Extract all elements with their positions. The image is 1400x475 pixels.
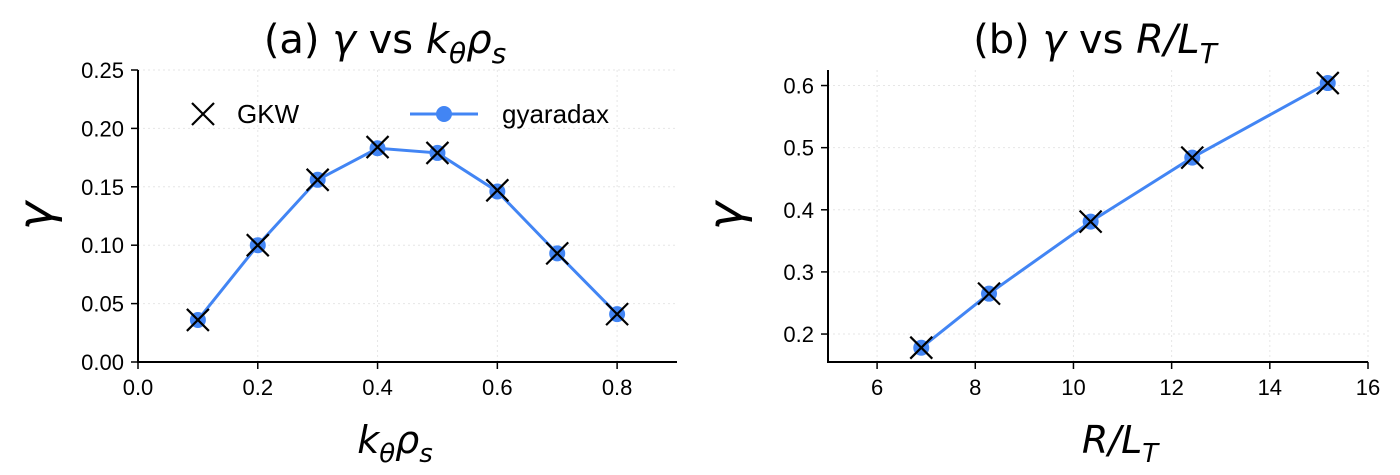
- y-tick-label: 0.25: [81, 58, 124, 83]
- y-axis-label-b: γ: [698, 199, 754, 230]
- series-line-gyaradax: [920, 81, 1329, 349]
- series-a: [186, 135, 629, 332]
- x-tick-label: 6: [871, 375, 883, 400]
- x-tick-label: 0.4: [362, 375, 393, 400]
- legend-marker-gkw: [191, 102, 215, 126]
- point-gkw: [1315, 71, 1340, 95]
- x-tick-label: 0.2: [242, 375, 273, 400]
- legend-label-gkw: GKW: [237, 99, 300, 129]
- point-gkw: [909, 335, 934, 360]
- x-tick-label: 12: [1159, 375, 1183, 400]
- grid-b: [828, 70, 1369, 362]
- x-axis-label-a: kθρs: [357, 418, 433, 469]
- y-tick-label: 0.10: [81, 233, 124, 258]
- x-tick-label: 8: [969, 375, 981, 400]
- point-gkw: [977, 281, 1001, 306]
- point-gkw: [1180, 145, 1205, 170]
- y-tick-label: 0.5: [783, 136, 814, 161]
- legend-marker-gyaradax: [410, 106, 478, 122]
- point-gkw: [186, 308, 210, 332]
- y-tick-label: 0.15: [81, 175, 124, 200]
- point-gkw: [365, 135, 390, 159]
- x-axis-label-b: R/LT: [1082, 418, 1160, 469]
- ticks-b: 6 8 10 12 14 16 0.2 0.3 0.4 0.5 0.6: [783, 74, 1380, 400]
- x-tick-label: 16: [1356, 375, 1380, 400]
- y-axis-label-a: γ: [8, 199, 64, 230]
- y-tick-label: 0.2: [783, 322, 814, 347]
- y-tick-label: 0.05: [81, 292, 124, 317]
- ticks-a: 0.0 0.2 0.4 0.6 0.8 0.00 0.05 0.10 0.15 0.20 0.25: [81, 58, 632, 400]
- x-tick-label: 0.0: [123, 375, 154, 400]
- legend-label-gyaradax: gyaradax: [502, 99, 609, 129]
- chart-title-a: (a) γ vs kθρs: [264, 17, 506, 70]
- series-b: [909, 71, 1340, 360]
- x-tick-label: 14: [1258, 375, 1282, 400]
- series-line-gyaradax: [196, 146, 619, 321]
- legend-a: GKW gyaradax: [191, 99, 609, 129]
- y-tick-label: 0.3: [783, 260, 814, 285]
- point-gkw: [1078, 209, 1103, 234]
- x-tick-label: 0.8: [602, 375, 633, 400]
- x-tick-label: 0.6: [482, 375, 513, 400]
- point-gkw: [245, 233, 270, 257]
- point-gkw: [425, 141, 450, 165]
- y-tick-label: 0.4: [783, 198, 814, 223]
- y-tick-label: 0.6: [783, 74, 814, 99]
- y-tick-label: 0.20: [81, 116, 124, 141]
- chart-title-b: (b) γ vs R/LT: [973, 17, 1219, 70]
- point-gkw: [485, 178, 510, 203]
- chart-panel-b: (b) γ vs R/LT 6 8 10 12 14 160.20.30.40.50.6 …: [698, 17, 1380, 469]
- chart-panel-a: (a) γ vs kθρs 0.0 0.2 0.4 0.6 0.8 0.00 0.05 0.1…: [8, 17, 677, 469]
- point-gkw: [545, 241, 570, 266]
- x-tick-label: 10: [1061, 375, 1085, 400]
- y-tick-label: 0.00: [81, 350, 124, 375]
- point-gkw: [305, 168, 330, 192]
- point-gkw: [605, 302, 629, 326]
